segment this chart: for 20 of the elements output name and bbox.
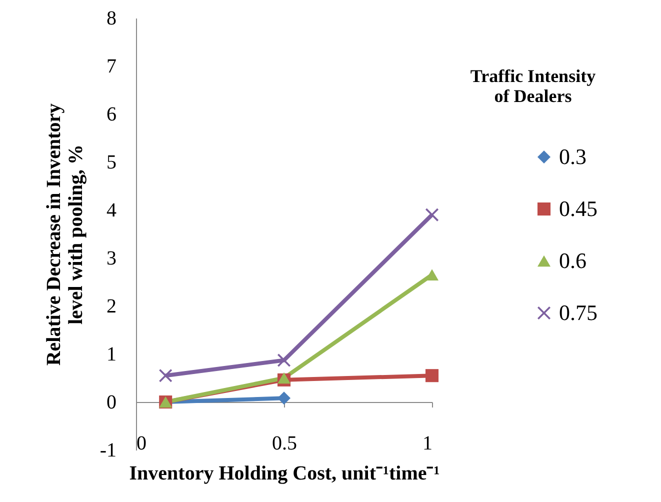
legend-label: 0.3 [559,144,586,169]
y-tick-label: 4 [106,200,116,222]
y-tick-label: 0 [106,392,116,414]
y-tick-label: 7 [106,56,116,78]
x-axis-title: Inventory Holding Cost, unit⁻¹time⁻¹ [129,462,440,484]
y-axis-title: Relative Decrease in Inventory level with pooling, % [42,103,87,366]
y-tick-label: 6 [106,104,116,126]
x-tick-label: 0 [136,432,146,454]
legend-label: 0.75 [559,300,598,325]
y-tick-label: 3 [106,248,116,270]
y-tick-label: 5 [106,152,116,174]
x-tick-label: 0.5 [272,432,297,454]
legend-label: 0.45 [559,196,598,221]
legend-label: 0.6 [559,248,586,273]
x-tick-label: 1 [422,432,432,454]
y-tick-label: -1 [100,440,116,462]
y-tick-label: 1 [106,344,116,366]
y-tick-label: 8 [106,8,116,30]
legend-title: Traffic Intensity of Dealers [470,66,596,106]
y-tick-label: 2 [106,296,116,318]
